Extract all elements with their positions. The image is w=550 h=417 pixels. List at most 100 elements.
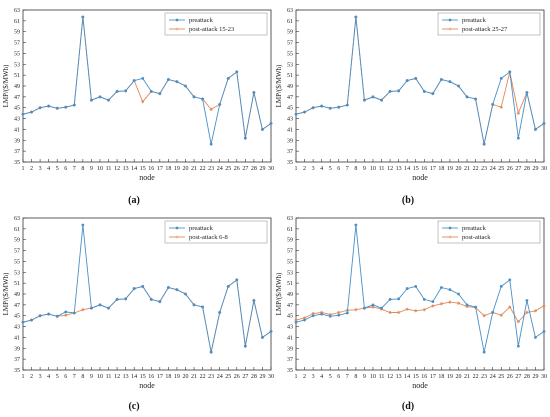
data-point-preattack <box>184 84 187 88</box>
data-point-preattack <box>465 303 469 307</box>
x-tick-label: 19 <box>447 166 453 172</box>
panel-label: (b) <box>402 195 414 206</box>
x-tick-label: 16 <box>421 374 427 380</box>
y-tick-label: 53 <box>14 62 20 68</box>
x-tick-label: 4 <box>47 166 50 172</box>
y-tick-label: 57 <box>14 41 20 47</box>
x-tick-label: 16 <box>421 166 427 172</box>
y-tick-label: 57 <box>14 249 20 255</box>
x-tick-label: 17 <box>157 374 163 380</box>
series-line-preattack <box>22 225 272 353</box>
data-point-preattack <box>226 285 230 288</box>
x-tick-label: 15 <box>140 166 146 172</box>
x-tick-label: 23 <box>208 166 214 172</box>
data-point-preattack <box>380 306 383 310</box>
data-point-preattack <box>252 91 256 94</box>
data-point-post-attack <box>405 307 409 311</box>
data-point-post-attack <box>397 310 401 315</box>
data-point-preattack <box>192 303 196 307</box>
y-axis-label: LMP/($/MWh) <box>275 272 283 315</box>
plot-frame <box>22 9 272 163</box>
x-tick-label: 3 <box>39 166 42 172</box>
x-tick-label: 24 <box>217 166 223 172</box>
data-point-preattack <box>64 310 68 314</box>
x-tick-label: 14 <box>404 374 410 380</box>
x-tick-label: 28 <box>524 374 530 380</box>
y-axis-label: LMP/($/MWh) <box>2 64 10 107</box>
data-point-preattack <box>98 303 102 307</box>
data-point-preattack <box>38 106 42 110</box>
y-tick-label: 55 <box>14 259 20 265</box>
legend-box <box>164 220 268 244</box>
x-tick-label: 4 <box>320 166 323 172</box>
x-tick-label: 30 <box>268 374 274 380</box>
data-point-post-attack <box>439 302 443 306</box>
data-point-preattack <box>363 306 366 310</box>
x-tick-label: 24 <box>217 374 223 380</box>
x-tick-label: 22 <box>473 374 479 380</box>
x-tick-label: 27 <box>515 374 521 380</box>
data-point-preattack <box>269 122 273 125</box>
x-tick-label: 18 <box>165 374 171 380</box>
x-tick-label: 27 <box>242 166 248 172</box>
x-tick-label: 25 <box>225 374 231 380</box>
data-point-preattack <box>141 285 145 288</box>
legend-entry: preattack <box>189 17 214 24</box>
y-tick-label: 47 <box>14 303 20 309</box>
data-point-preattack <box>542 330 546 333</box>
x-tick-label: 15 <box>413 374 419 380</box>
x-tick-label: 19 <box>447 374 453 380</box>
series-line-post-attack <box>295 301 545 323</box>
x-tick-label: 4 <box>47 374 50 380</box>
data-point-preattack <box>218 311 222 314</box>
legend: preattack post-attack 6-8 <box>164 220 268 244</box>
legend-entry: preattack <box>462 225 487 232</box>
plot-frame <box>22 217 272 371</box>
data-point-post-attack <box>499 313 503 317</box>
legend-entry: preattack <box>189 225 214 232</box>
x-tick-label: 22 <box>200 166 206 172</box>
y-tick-label: 51 <box>14 73 20 79</box>
data-point-preattack <box>414 285 418 288</box>
data-point-preattack <box>149 298 153 301</box>
y-tick-label: 63 <box>287 216 293 222</box>
legend-entry: preattack <box>462 17 487 24</box>
data-point-preattack <box>516 344 520 348</box>
x-tick-label: 2 <box>303 374 306 380</box>
x-tick-label: 6 <box>337 374 340 380</box>
data-point-preattack <box>243 344 247 348</box>
x-tick-label: 19 <box>174 166 180 172</box>
data-point-preattack <box>269 330 273 333</box>
x-tick-label: 28 <box>251 166 257 172</box>
y-tick-label: 37 <box>14 357 20 363</box>
x-tick-label: 25 <box>498 166 504 172</box>
data-point-preattack <box>499 77 503 80</box>
x-tick-label: 19 <box>174 374 180 380</box>
y-tick-label: 43 <box>287 117 293 123</box>
series-line-preattack <box>22 17 272 145</box>
x-tick-label: 30 <box>541 166 547 172</box>
data-point-post-attack <box>499 105 503 109</box>
data-point-post-attack <box>482 314 486 318</box>
data-point-preattack <box>124 89 128 93</box>
y-tick-label: 57 <box>287 41 293 47</box>
data-point-preattack <box>328 314 332 318</box>
data-point-preattack <box>405 287 409 290</box>
x-tick-label: 12 <box>114 374 120 380</box>
y-tick-label: 39 <box>14 346 20 352</box>
data-point-preattack <box>397 297 401 301</box>
y-tick-label: 51 <box>14 281 20 287</box>
legend-marker <box>175 27 179 31</box>
x-tick-label: 8 <box>81 374 84 380</box>
data-point-post-attack <box>516 320 520 324</box>
y-tick-label: 41 <box>14 335 20 341</box>
data-point-preattack <box>235 278 239 282</box>
data-point-preattack <box>98 95 102 99</box>
y-tick-label: 49 <box>287 84 293 90</box>
x-tick-label: 23 <box>208 374 214 380</box>
data-point-preattack <box>491 103 495 106</box>
data-point-preattack <box>201 305 204 309</box>
